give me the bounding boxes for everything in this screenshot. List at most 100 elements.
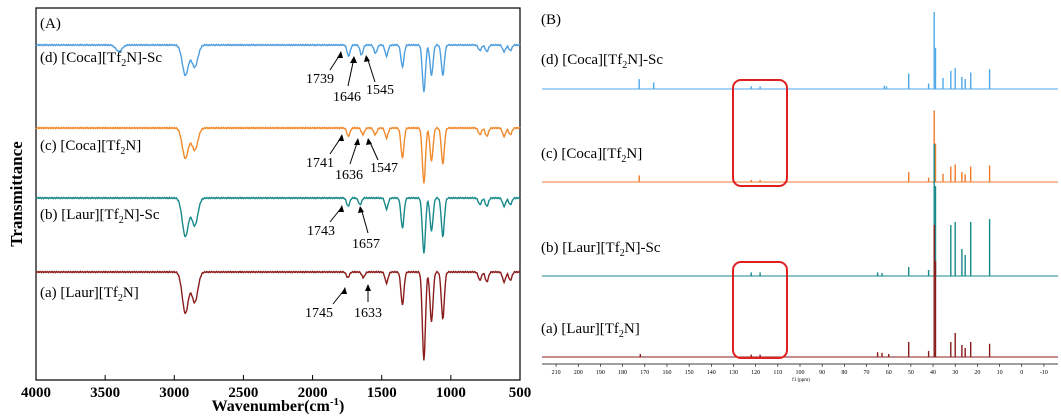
panel-b-x-tick-label: 190 [596, 370, 605, 376]
panel-a-trace-label-d-sub: 2 [121, 58, 126, 69]
panel-b-x-tick-label: 100 [796, 370, 805, 376]
panel-a-x-ticks: 4000 3500 3000 2500 2000 1500 1000 500 [21, 375, 531, 401]
panel-b-trace-label-a-sub: 2 [619, 329, 624, 340]
panel-b-x-tick-label: 110 [773, 370, 782, 376]
panel-a-trace-label-b-post: N]-Sc [124, 207, 160, 223]
panel-b-x-tick-label: 140 [707, 370, 716, 376]
peak-label-a-1745: 1745 [305, 306, 333, 321]
panel-b-x-tick-label: 180 [618, 370, 627, 376]
panel-b-x-tick-label: 210 [552, 370, 561, 376]
panel-a-x-tick-label: 500 [509, 385, 532, 401]
panel-b-x-axis: 210 200 190 180 170 160 150 140 130 120 110 100 90 80… [542, 363, 1058, 383]
panel-a-trace-label-c-post: N] [125, 138, 141, 154]
peak-label-d-1545: 1545 [366, 83, 394, 98]
panel-b-x-tick-label: 90 [819, 370, 825, 376]
panel-b-x-tick-label: 200 [574, 370, 583, 376]
panel-a-trace-label-c-sub: 2 [120, 146, 125, 157]
panel-a-traces [35, 43, 521, 361]
panel-a-trace-label-a-pre: (a) [Laur][Tf [40, 285, 118, 301]
panel-b-traces [542, 12, 1058, 358]
panel-b-trace-label-b-pre: (b) [Laur][Tf [541, 240, 620, 256]
panel-b-x-ticks: 210 200 190 180 170 160 150 140 130 120 110 100 90 80… [552, 364, 1048, 376]
panel-a-trace-label-d-pre: (d) [Coca][Tf [40, 50, 121, 66]
panel-b-x-tick-label: 0 [1020, 370, 1023, 376]
panel-b-x-tick-label: 120 [751, 370, 760, 376]
panel-a-x-tick-label: 4000 [21, 385, 51, 401]
panel-b-trace-label-b-sub: 2 [620, 248, 625, 259]
arrowhead-b-1657 [358, 206, 364, 213]
arrowhead-a-1745 [341, 287, 347, 294]
peak-label-b-1657: 1657 [352, 237, 380, 252]
arrowhead-c-1741 [338, 134, 344, 141]
panel-a-x-axis-label-close: ) [339, 398, 344, 415]
panel-b-trace-label-a: (a) [Laur][Tf2N] [541, 321, 640, 340]
panel-a-trace-label-d-post: N]-Sc [126, 50, 162, 66]
ftir-trace-d [35, 43, 521, 93]
peak-label-d-1739: 1739 [306, 72, 334, 87]
panel-b-x-tick-label: 130 [729, 370, 738, 376]
peak-label-a-1633: 1633 [354, 306, 382, 321]
panel-b-trace-label-d-pre: (d) [Coca][Tf [541, 52, 622, 68]
panel-b-x-tick-label: 160 [662, 370, 671, 376]
panel-b-x-tick-label: 80 [841, 370, 847, 376]
panel-b-trace-label-c-post: N] [626, 146, 642, 162]
panel-a-trace-label-b: (b) [Laur][Tf2N]-Sc [40, 207, 160, 226]
arrowhead-d-1646 [350, 56, 357, 63]
panel-b-trace-label-b-post: N]-Sc [625, 240, 661, 256]
panel-b-trace-label-b: (b) [Laur][Tf2N]-Sc [541, 240, 661, 259]
panel-b-trace-label-d-sub: 2 [622, 60, 627, 71]
panel-a-x-tick-label: 3000 [159, 385, 189, 401]
panel-b-x-tick-label: 20 [974, 370, 980, 376]
peak-label-d-1646: 1646 [333, 90, 361, 105]
panel-a-peak-labels: 1739 1646 1545 1741 1636 1547 1743 1657 … [305, 72, 398, 321]
panel-b-x-tick-label: 150 [685, 370, 694, 376]
panel-a: (A) Transmittance 4000 3500 3000 2500 2000 15… [7, 7, 531, 415]
panel-b-label: (B) [541, 12, 561, 28]
peak-label-c-1636: 1636 [335, 168, 363, 183]
peak-label-b-1743: 1743 [307, 224, 335, 239]
panel-a-trace-label-c: (c) [Coca][Tf2N] [40, 138, 141, 157]
panel-a-x-axis: 4000 3500 3000 2500 2000 1500 1000 500 Wavenumb… [21, 375, 531, 415]
panel-b: (B) (d) [Coca][Tf2N]-Sc (c) [Coca][Tf2N]… [541, 12, 1058, 383]
panel-a-trace-label-d: (d) [Coca][Tf2N]-Sc [40, 50, 162, 69]
panel-a-x-axis-label: Wavenumber(cm-1) [212, 396, 345, 415]
panel-b-x-tick-label: 60 [886, 370, 892, 376]
panel-a-label: (A) [40, 16, 61, 32]
panel-b-x-tick-label: 30 [952, 370, 958, 376]
panel-a-x-tick-label: 2000 [298, 385, 328, 401]
panel-a-frame [35, 7, 521, 381]
panel-b-trace-label-d: (d) [Coca][Tf2N]-Sc [541, 52, 663, 71]
arrowhead-a-1633 [365, 284, 371, 291]
panel-a-x-axis-label-exp: -1 [330, 396, 339, 408]
panel-a-x-tick-label: 1500 [367, 385, 397, 401]
peak-label-c-1741: 1741 [306, 156, 334, 171]
panel-a-trace-label-b-sub: 2 [119, 215, 124, 226]
panel-b-x-tick-label: 170 [640, 370, 649, 376]
ftir-trace-c [35, 126, 521, 184]
panel-a-x-axis-label-main: Wavenumber(cm [212, 398, 331, 415]
panel-a-trace-label-a: (a) [Laur][Tf2N] [40, 285, 139, 304]
panel-b-trace-label-c: (c) [Coca][Tf2N] [541, 146, 642, 165]
highlight-box-lower [732, 261, 788, 359]
panel-a-trace-label-c-pre: (c) [Coca][Tf [40, 138, 120, 154]
panel-b-trace-label-c-pre: (c) [Coca][Tf [541, 146, 621, 162]
panel-b-trace-label-a-post: N] [624, 321, 640, 337]
peak-label-c-1547: 1547 [370, 161, 398, 176]
ftir-trace-a [35, 270, 521, 361]
ftir-trace-b [35, 196, 521, 254]
panel-a-trace-label-a-sub: 2 [118, 293, 123, 304]
highlight-box-upper [732, 79, 788, 187]
arrowhead-d-1739 [337, 51, 343, 58]
arrowhead-c-1636 [354, 138, 360, 145]
panel-a-x-tick-label: 1000 [436, 385, 466, 401]
panel-b-trace-label-d-post: N]-Sc [627, 52, 663, 68]
panel-b-trace-label-a-pre: (a) [Laur][Tf [541, 321, 619, 337]
panel-b-x-tick-label: 10 [997, 370, 1003, 376]
panel-a-x-tick-label: 2500 [228, 385, 258, 401]
panel-b-x-tick-label: 40 [930, 370, 936, 376]
panel-a-y-axis-label: Transmittance [7, 141, 26, 247]
panel-b-x-tick-label: 50 [908, 370, 914, 376]
arrowhead-d-1545 [364, 55, 370, 62]
panel-a-trace-label-b-pre: (b) [Laur][Tf [40, 207, 119, 223]
